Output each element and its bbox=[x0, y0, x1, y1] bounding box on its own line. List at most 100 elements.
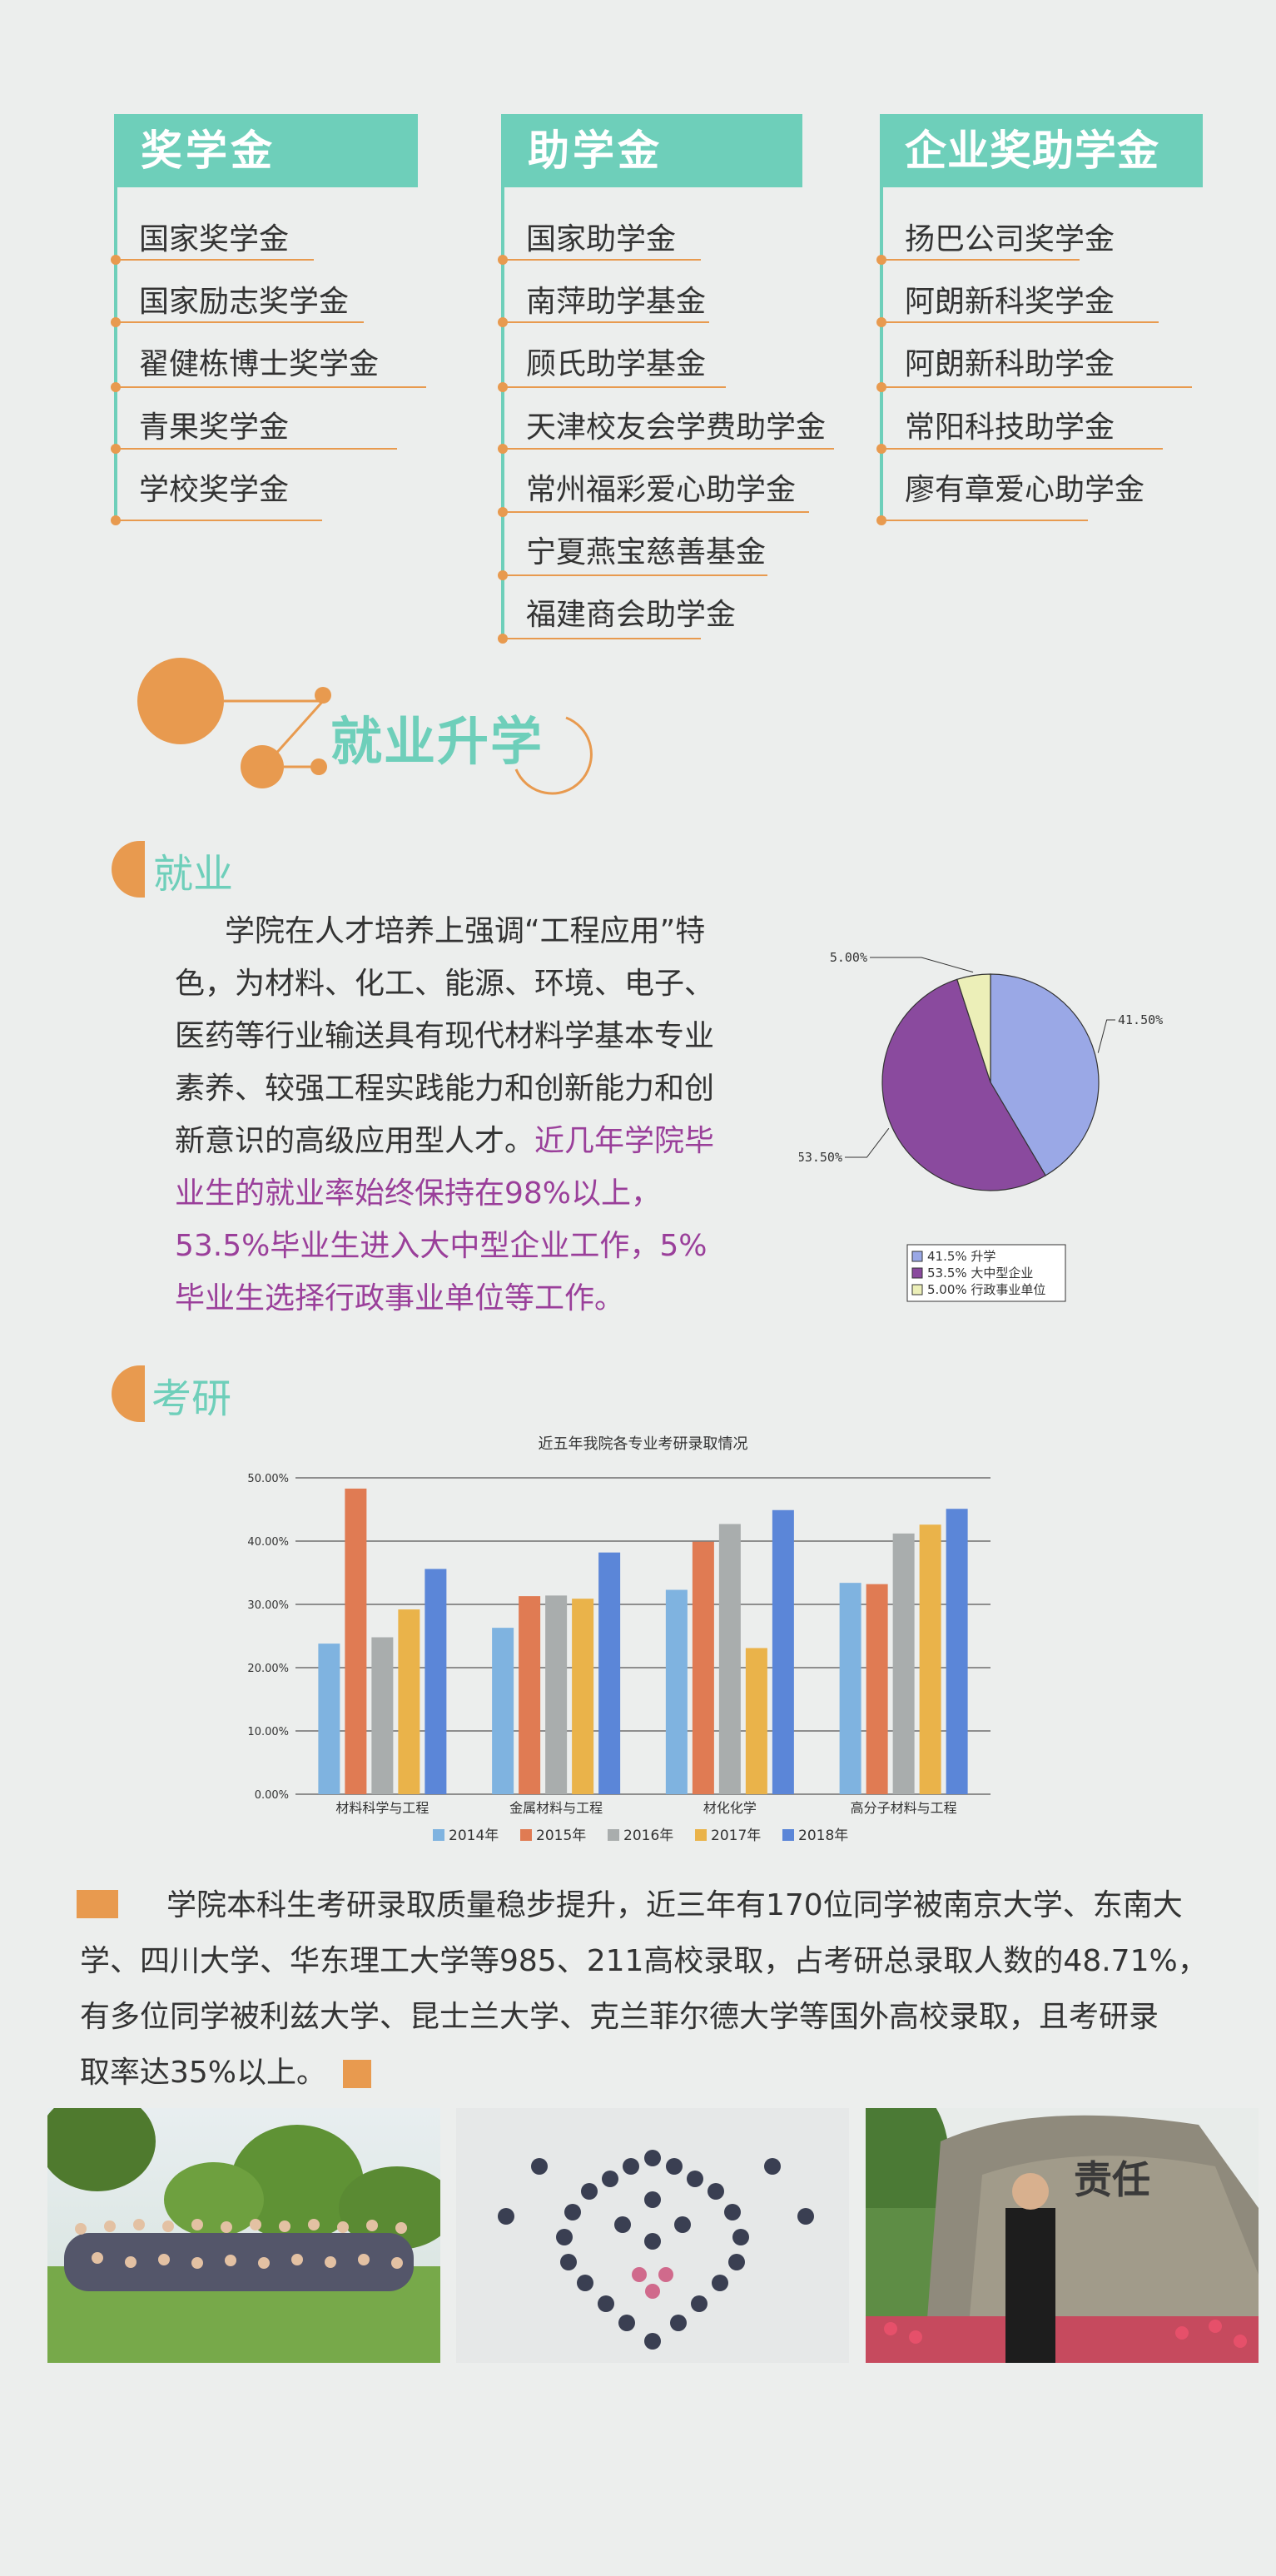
underline bbox=[501, 511, 809, 513]
pie-value-label: 5.00% bbox=[830, 950, 867, 965]
x-tick-label: 高分子材料与工程 bbox=[851, 1800, 957, 1816]
list-item: 南萍助学基金 bbox=[526, 285, 707, 319]
bullet-dot bbox=[498, 507, 508, 517]
x-tick-label: 材化化学 bbox=[703, 1800, 757, 1816]
x-tick-label: 材料科学与工程 bbox=[335, 1800, 429, 1816]
pie-legend bbox=[906, 1244, 1066, 1302]
legend-entry: 5.00% 行政事业单位 bbox=[927, 1282, 1045, 1297]
underline bbox=[501, 574, 767, 576]
bullet-dot bbox=[876, 515, 886, 525]
bar bbox=[665, 1589, 688, 1794]
bullet-dot bbox=[498, 444, 508, 454]
list-item: 学校奖学金 bbox=[139, 473, 290, 507]
underline bbox=[501, 638, 701, 639]
legend-swatch bbox=[520, 1829, 532, 1841]
underline bbox=[880, 259, 1080, 261]
bar bbox=[839, 1583, 861, 1794]
column-line bbox=[501, 187, 504, 641]
bullet-dot bbox=[498, 255, 508, 265]
list-item: 翟健栋博士奖学金 bbox=[139, 347, 380, 381]
bullet-dot bbox=[876, 317, 886, 327]
orange-marker-icon bbox=[343, 2060, 372, 2088]
underline bbox=[114, 386, 426, 388]
y-tick-label: 10.00% bbox=[247, 1726, 289, 1738]
bar bbox=[545, 1595, 568, 1794]
para-line: 取率达35%以上。 bbox=[80, 2045, 1245, 2101]
photo-group-lawn bbox=[47, 2108, 440, 2363]
legend-swatch bbox=[911, 1267, 923, 1279]
bullet-dot bbox=[876, 444, 886, 454]
underline bbox=[114, 520, 322, 521]
highlight-line: 毕业生选择行政事业单位等工作。 bbox=[175, 1281, 625, 1315]
column-line bbox=[114, 187, 117, 520]
legend-entry: 53.5% 大中型企业 bbox=[927, 1266, 1033, 1281]
highlight-line: 53.5%毕业生进入大中型企业工作，5% bbox=[175, 1229, 708, 1263]
list-item: 扬巴公司奖学金 bbox=[905, 222, 1115, 256]
pie-value-label: 41.50% bbox=[1118, 1012, 1163, 1027]
bullet-dot bbox=[111, 255, 121, 265]
list-item: 常州福彩爱心助学金 bbox=[526, 473, 797, 507]
pie-value-label: 53.50% bbox=[799, 1150, 842, 1165]
photo-graphic bbox=[47, 2108, 440, 2363]
employment-title: 就业 bbox=[153, 851, 234, 898]
bar bbox=[718, 1524, 741, 1794]
y-tick-label: 50.00% bbox=[247, 1473, 289, 1485]
underline bbox=[880, 520, 1088, 521]
orange-marker-icon bbox=[77, 1890, 118, 1918]
column-header-scholarship: 奖学金 bbox=[114, 114, 418, 187]
bar bbox=[425, 1569, 447, 1794]
list-item: 国家励志奖学金 bbox=[139, 285, 350, 319]
list-item: 青果奖学金 bbox=[139, 410, 290, 445]
kaoyan-paragraph: 学院本科生考研录取质量稳步提升，近三年有170位同学被南京大学、东南大 学、四川… bbox=[80, 1877, 1245, 2101]
para-line: 色，为材料、化工、能源、环境、电子、 bbox=[175, 967, 715, 1001]
list-item: 国家助学金 bbox=[526, 222, 677, 256]
underline bbox=[501, 321, 709, 323]
legend-entry: 2018年 bbox=[798, 1828, 848, 1844]
bar bbox=[946, 1509, 968, 1794]
underline bbox=[114, 259, 314, 261]
y-tick-label: 0.00% bbox=[255, 1789, 289, 1802]
underline bbox=[880, 448, 1163, 450]
bullet-dot bbox=[111, 444, 121, 454]
bar bbox=[745, 1648, 767, 1794]
y-tick-label: 40.00% bbox=[247, 1536, 289, 1549]
bullet-dot bbox=[876, 382, 886, 392]
stone-inscription: 责任 bbox=[1074, 2157, 1150, 2202]
underline bbox=[501, 259, 701, 261]
underline bbox=[880, 386, 1192, 388]
list-item: 阿朗新科助学金 bbox=[905, 347, 1115, 381]
list-item: 廖有章爱心助学金 bbox=[905, 473, 1145, 507]
underline bbox=[501, 386, 726, 388]
pie-slice bbox=[990, 973, 1100, 1176]
para-line: 医药等行业输送具有现代材料学基本专业 bbox=[175, 1019, 715, 1053]
bullet-dot bbox=[498, 570, 508, 580]
kaoyan-bar-chart: 近五年我院各专业考研录取情况 0.00% 10.00% 20.00% 30.00% 40.… bbox=[247, 1435, 991, 1844]
section-marker-icon bbox=[112, 841, 145, 898]
employment-paragraph: 学院在人才培养上强调“工程应用”特 色，为材料、化工、能源、环境、电子、 医药等… bbox=[175, 905, 757, 1325]
bar bbox=[318, 1644, 340, 1794]
para-line: 学院在人才培养上强调“工程应用”特 bbox=[225, 914, 706, 948]
legend-swatch bbox=[695, 1829, 707, 1841]
para-line: 学院本科生考研录取质量稳步提升，近三年有170位同学被南京大学、东南大 bbox=[166, 1888, 1183, 1922]
bar bbox=[398, 1609, 420, 1794]
bullet-dot bbox=[111, 317, 121, 327]
list-item: 宁夏燕宝慈善基金 bbox=[526, 535, 767, 569]
legend-swatch bbox=[608, 1829, 619, 1841]
column-line bbox=[880, 187, 883, 520]
pie-leader-line bbox=[870, 957, 974, 973]
pie-slice bbox=[881, 978, 1046, 1191]
list-item: 顾氏助学基金 bbox=[526, 347, 707, 381]
para-text: 取率达35%以上。 bbox=[80, 2056, 327, 2090]
list-item: 天津校友会学费助学金 bbox=[526, 410, 827, 445]
section-title: 就业升学 bbox=[330, 711, 544, 772]
underline bbox=[880, 321, 1159, 323]
kaoyan-title: 考研 bbox=[151, 1375, 232, 1422]
legend-entry: 2016年 bbox=[623, 1828, 673, 1844]
photo-graphic bbox=[866, 2108, 1259, 2363]
para-line: 新意识的高级应用型人才。近几年学院毕 bbox=[175, 1115, 757, 1167]
section-marker-icon bbox=[112, 1365, 145, 1422]
photo-stone-portrait: 责任 bbox=[866, 2108, 1259, 2363]
bar bbox=[345, 1488, 367, 1794]
legend-entry: 2014年 bbox=[449, 1828, 499, 1844]
bar bbox=[598, 1552, 621, 1794]
